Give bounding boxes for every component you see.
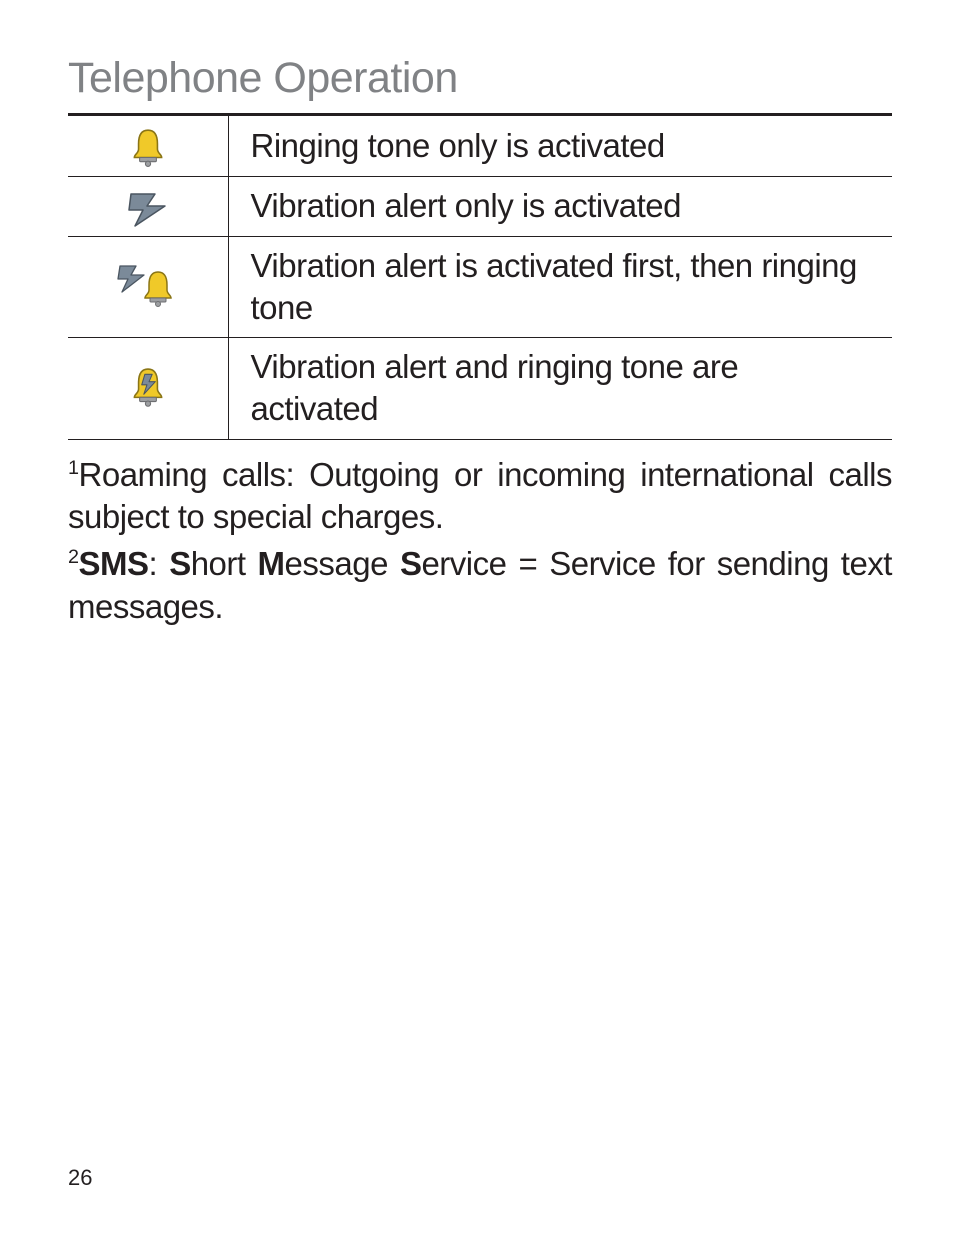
footnote-2-bold-m: M (258, 545, 285, 582)
icon-cell (68, 236, 228, 337)
footnote-2: 2SMS: Short Message Service = Service fo… (68, 543, 892, 629)
icon-cell (68, 116, 228, 177)
footnote-1-marker: 1 (68, 457, 79, 479)
table-row: Vibration alert is activated first, then… (68, 236, 892, 337)
footnote-2-bold-s2: S (400, 545, 422, 582)
section-heading: Telephone Operation (68, 54, 892, 103)
table-row: Vibration alert only is activated (68, 177, 892, 236)
footnote-2-text: hort (191, 545, 258, 582)
bolt-icon (125, 190, 171, 228)
footnote-2-bold-s: S (169, 545, 191, 582)
icon-cell (68, 338, 228, 439)
footnote-1: 1Roaming calls: Outgoing or incoming int… (68, 454, 892, 540)
table-row: Ringing tone only is activated (68, 116, 892, 177)
footnote-2-bold-sms: SMS (79, 545, 149, 582)
desc-cell: Vibration alert is activated first, then… (228, 236, 892, 337)
page-number: 26 (68, 1165, 92, 1191)
desc-cell: Vibration alert only is activated (228, 177, 892, 236)
footnote-2-text: : (149, 545, 170, 582)
table-row: Vibration alert and ringing tone are act… (68, 338, 892, 439)
icon-cell (68, 177, 228, 236)
footnote-2-text: essage (285, 545, 400, 582)
footnote-1-text: Roaming calls: Outgoing or incoming inte… (68, 456, 892, 536)
bolt-bell-icon (116, 264, 180, 310)
desc-cell: Vibration alert and ringing tone are act… (228, 338, 892, 439)
footnote-2-marker: 2 (68, 546, 79, 568)
bell-icon (127, 126, 169, 168)
bell-bolt-inside-icon (126, 367, 170, 411)
icon-description-table: Ringing tone only is activated Vibration… (68, 115, 892, 440)
desc-cell: Ringing tone only is activated (228, 116, 892, 177)
